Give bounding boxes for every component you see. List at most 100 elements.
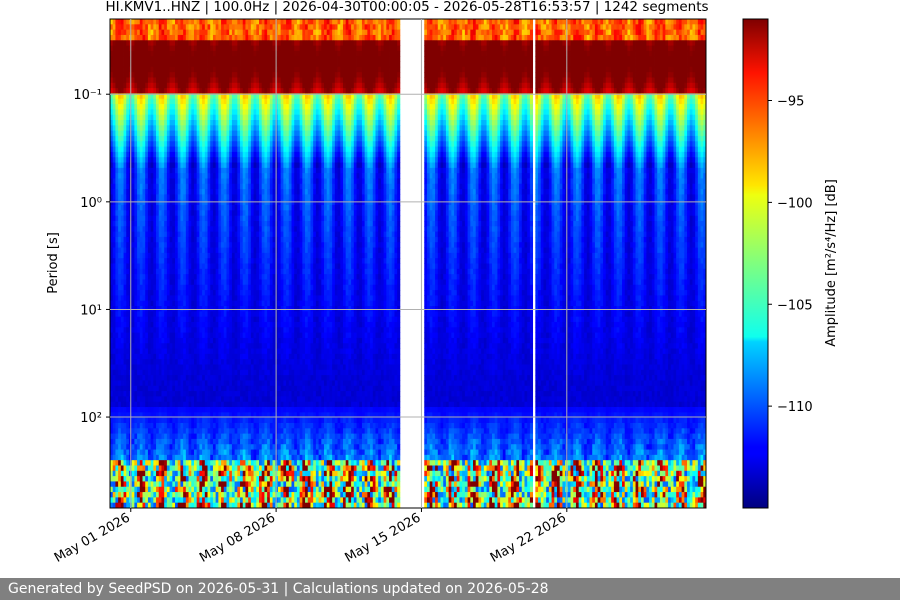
heatmap-cell [250,274,254,280]
heatmap-cell [204,321,208,328]
heatmap-cell [172,407,176,413]
heatmap-cell [164,119,168,126]
heatmap-cell [115,130,119,137]
heatmap-cell [147,327,152,333]
heatmap-cell [223,274,227,280]
heatmap-cell [115,61,119,68]
heatmap-cell [237,306,241,312]
heatmap-cell [158,274,162,280]
heatmap-cell [156,252,160,259]
heatmap-cell [153,199,157,206]
heatmap-cell [161,476,165,482]
heatmap-cell [150,375,154,381]
heatmap-cell [250,146,254,153]
heatmap-cell [169,93,173,100]
heatmap-cell [166,93,170,100]
heatmap-cell [166,369,170,376]
heatmap-cell [193,119,198,126]
heatmap-cell [183,353,187,360]
heatmap-cell [112,284,116,291]
heatmap-cell [183,385,187,392]
heatmap-cell [150,364,154,371]
heatmap-cell [161,19,165,25]
heatmap-cell [188,242,192,248]
heatmap-cell [202,231,206,238]
heatmap-cell [226,295,230,302]
heatmap-cell [137,93,141,100]
heatmap-cell [134,19,138,25]
heatmap-cell [229,226,233,233]
heatmap-cell [180,40,184,46]
heatmap-cell [156,19,160,25]
heatmap-cell [118,162,122,169]
heatmap-cell [145,114,149,121]
heatmap-cell [199,364,203,371]
heatmap-cell [158,268,162,275]
heatmap-cell [250,236,254,243]
heatmap-cell [145,300,149,307]
heatmap-cell [131,476,135,482]
heatmap-cell [185,481,189,488]
heatmap-cell [177,337,181,344]
heatmap-cell [120,295,124,302]
heatmap-cell [158,391,162,397]
heatmap-cell [210,454,214,461]
heatmap-cell [172,178,176,185]
heatmap-cell [231,189,236,195]
heatmap-cell [120,497,124,504]
heatmap-cell [131,130,135,137]
heatmap-cell [118,332,122,339]
heatmap-cell [212,438,217,445]
heatmap-cell [196,295,200,302]
heatmap-cell [199,433,203,440]
heatmap-cell [218,465,222,472]
heatmap-cell [153,417,157,424]
heatmap-cell [207,502,211,509]
heatmap-cell [204,82,208,89]
heatmap-cell [202,263,206,270]
heatmap-cell [175,375,179,381]
heatmap-cell [245,385,249,392]
heatmap-cell [248,385,252,392]
heatmap-cell [115,438,119,445]
heatmap-cell [115,183,119,190]
heatmap-cell [223,375,227,381]
heatmap-cell [218,19,222,25]
heatmap-cell [153,369,157,376]
heatmap-cell [229,332,233,339]
heatmap-cell [229,380,233,387]
heatmap-cell [126,337,130,344]
heatmap-cell [115,444,119,450]
heatmap-cell [191,433,195,440]
heatmap-cell [242,353,246,360]
heatmap-cell [215,359,219,365]
heatmap-cell [196,396,200,403]
heatmap-cell [229,470,233,477]
heatmap-cell [112,391,116,397]
heatmap-cell [212,82,217,89]
heatmap-cell [237,316,241,323]
heatmap-cell [199,226,203,233]
heatmap-cell [248,258,252,264]
heatmap-cell [139,189,143,195]
heatmap-cell [115,77,119,84]
heatmap-cell [193,380,198,387]
heatmap-cell [156,290,160,296]
heatmap-cell [120,88,124,94]
heatmap-cell [145,353,149,360]
heatmap-cell [177,104,181,110]
heatmap-cell [250,284,254,291]
heatmap-cell [199,428,203,434]
heatmap-cell [177,401,181,408]
heatmap-cell [175,125,179,132]
heatmap-cell [150,50,154,57]
heatmap-cell [175,465,179,472]
heatmap-cell [110,252,114,259]
heatmap-cell [250,130,254,137]
heatmap-cell [215,247,219,254]
heatmap-cell [164,146,168,153]
heatmap-cell [180,284,184,291]
heatmap-cell [118,470,122,477]
heatmap-cell [115,306,119,312]
heatmap-cell [153,407,157,413]
